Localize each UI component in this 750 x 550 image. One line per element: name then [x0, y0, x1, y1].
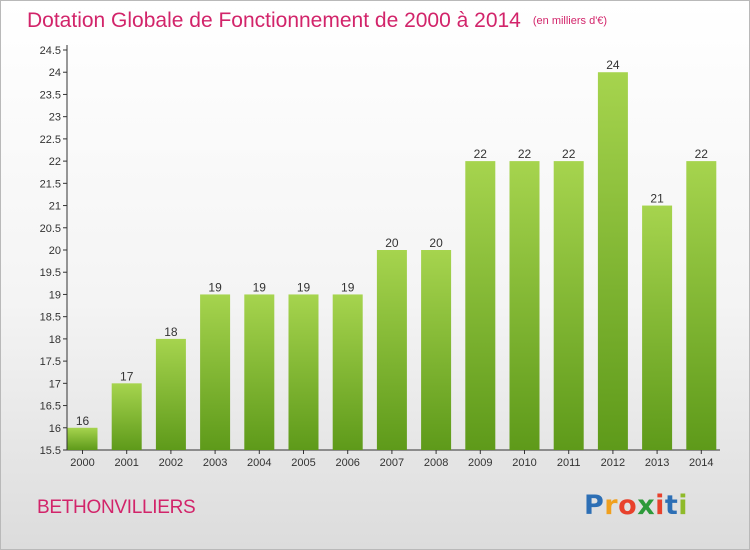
bar-value-label: 21: [650, 192, 664, 206]
bar: [155, 338, 186, 450]
x-tick-label: 2003: [203, 457, 227, 469]
bar: [465, 161, 496, 450]
x-tick-label: 2000: [70, 457, 94, 469]
x-tick-label: 2014: [689, 457, 713, 469]
y-tick-label: 20.5: [40, 223, 61, 235]
bar: [553, 161, 584, 450]
bar: [642, 205, 673, 450]
y-tick-label: 22: [49, 156, 61, 168]
logo-letter: r: [604, 490, 619, 521]
bar-value-label: 19: [253, 280, 267, 294]
bar: [200, 294, 231, 450]
x-tick-label: 2005: [291, 457, 315, 469]
bar: [509, 161, 540, 450]
logo-letter: P: [584, 490, 605, 521]
y-tick-label: 16: [49, 423, 61, 435]
y-tick-label: 17: [49, 378, 61, 390]
value-labels: 16 17 18 19 19 19 19 20 20 22 22 22 24 21 22: [76, 58, 708, 428]
bar-value-label: 22: [518, 147, 532, 161]
y-tick-label: 19.5: [40, 267, 61, 279]
bar-value-label: 20: [429, 236, 443, 250]
bar-value-label: 22: [695, 147, 709, 161]
bar: [67, 427, 98, 450]
bar-value-label: 22: [474, 147, 488, 161]
y-tick-label: 21: [49, 201, 61, 213]
logo-letter: i: [655, 490, 665, 521]
bar-value-label: 19: [341, 280, 355, 294]
y-tick-label: 19: [49, 289, 61, 301]
x-tick-label: 2007: [380, 457, 404, 469]
x-tick-label: 2010: [512, 457, 536, 469]
title-text: Dotation Globale de Fonctionnement de 20…: [27, 9, 521, 32]
bar-value-label: 19: [297, 280, 311, 294]
bar: [332, 294, 363, 450]
x-tick-label: 2009: [468, 457, 492, 469]
x-tick-label: 2012: [601, 457, 625, 469]
bar: [686, 161, 717, 450]
bar: [421, 250, 452, 450]
y-tick-label: 20: [49, 245, 61, 257]
logo-letter: o: [618, 490, 638, 521]
x-tick-label: 2006: [335, 457, 359, 469]
x-tick-label: 2011: [557, 457, 581, 469]
y-tick-label: 23: [49, 112, 61, 124]
y-tick-label: 24: [49, 67, 61, 79]
y-tick-label: 17.5: [40, 356, 61, 368]
logo-letter: i: [678, 490, 689, 521]
unit-label: (en milliers d'€): [532, 15, 608, 27]
bar: [111, 383, 142, 450]
bar: [376, 250, 407, 450]
bar-value-label: 24: [606, 58, 620, 72]
x-tick-label: 2008: [424, 457, 448, 469]
y-tick-label: 18.5: [40, 312, 61, 324]
bar-value-label: 20: [385, 236, 399, 250]
y-tick-label: 15.5: [40, 445, 61, 457]
y-tick-label: 24.5: [40, 45, 61, 57]
bar-value-label: 22: [562, 147, 576, 161]
bar-value-label: 16: [76, 414, 90, 428]
y-tick-label: 22.5: [40, 134, 61, 146]
bar-value-label: 19: [208, 280, 222, 294]
y-tick-label: 16.5: [40, 401, 61, 413]
bar: [244, 294, 275, 450]
chart-title: Dotation Globale de Fonctionnement de 20…: [27, 9, 607, 33]
x-tick-label: 2002: [159, 457, 183, 469]
y-tick-label: 21.5: [40, 178, 61, 190]
y-tick-label: 23.5: [40, 89, 61, 101]
bars: [67, 72, 717, 450]
commune-name: BETHONVILLIERS: [37, 497, 196, 518]
y-tick-label: 18: [49, 334, 61, 346]
bar-value-label: 18: [164, 325, 178, 339]
proxiti-logo: Proxiti: [584, 490, 688, 521]
logo-letter: x: [637, 490, 656, 521]
bar: [597, 72, 628, 450]
x-tick-label: 2013: [645, 457, 669, 469]
bar: [288, 294, 319, 450]
x-tick-label: 2001: [114, 457, 138, 469]
logo-letter: t: [664, 490, 679, 521]
bar-value-label: 17: [120, 369, 134, 383]
x-tick-label: 2004: [247, 457, 271, 469]
